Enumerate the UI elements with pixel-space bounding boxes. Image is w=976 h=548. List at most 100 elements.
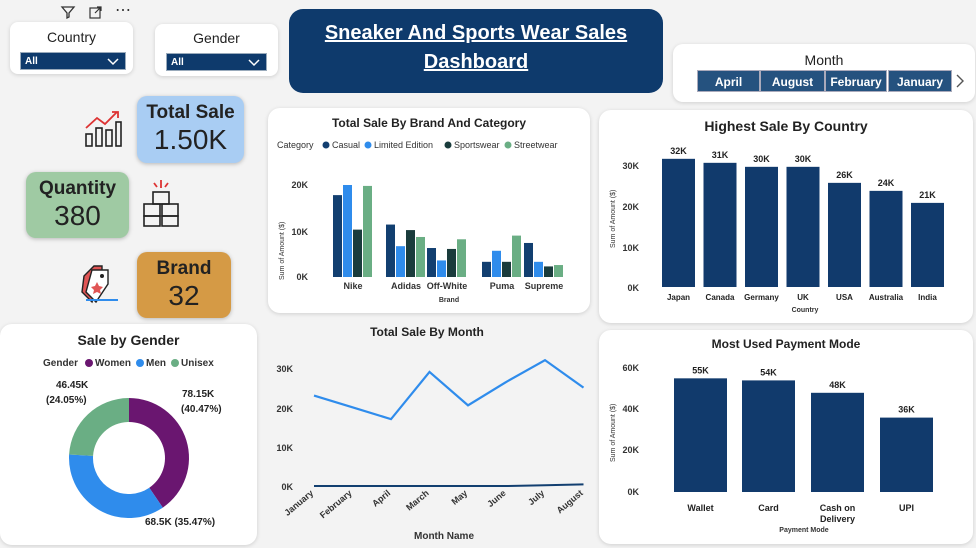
total-sale-value: 1.50K [153,124,228,155]
month-option-february[interactable]: February [825,70,887,92]
gender-chart-card: Sale by Gender Gender Women Men Unisex 7… [0,324,257,545]
legend-label-unisex: Unisex [181,358,214,369]
bar-off-white-streetwear[interactable] [457,239,466,277]
total-sale-card: Total Sale 1.50K [137,96,244,163]
bar-supreme-streetwear[interactable] [554,265,563,277]
data-label-unisex-pct: (24.05%) [46,395,87,406]
line-series-baseline[interactable] [314,483,584,487]
bar-off-white-casual[interactable] [427,248,436,277]
data-label: 31K [712,150,729,160]
data-label: 32K [670,146,687,156]
bar-supreme-casual[interactable] [524,242,533,277]
dashboard-title-line1: Sneaker And Sports Wear Sales [324,22,628,44]
more-options-icon[interactable]: ⋯ [115,2,131,19]
xtick-label: June [485,488,508,509]
country-chart: Sum of Amount ($) 30K 20K 10K 0K 32K Japa… [610,146,944,314]
bar-upi[interactable] [880,417,933,492]
xtick-label: Cash on Delivery [820,503,856,524]
bar-adidas-streetwear[interactable] [416,236,425,277]
bar-card[interactable] [742,380,795,492]
legend-label-women: Women [95,358,131,369]
bar-supreme-limited-edition[interactable] [534,261,543,277]
country-dropdown-value: All [25,56,38,67]
month-chart-card: Total Sale By Month 30K 20K 10K 0K Janua… [266,318,588,544]
bar-germany[interactable] [745,166,778,287]
brand-category-ylabel: Sum of Amount ($) [279,222,286,280]
legend-label-streetwear: Streetwear [514,140,558,150]
legend-label-limited-edition: Limited Edition [374,140,433,150]
data-label: 48K [829,380,846,390]
chevron-right-icon[interactable] [955,74,965,88]
price-tag-icon [81,265,118,304]
legend-swatch-casual [322,141,330,149]
xtick-label: Wallet [687,503,713,513]
brand-category-chart-title: Total Sale By Brand And Category [331,116,527,130]
sales-growth-icon [85,111,122,147]
ytick-label: 30K [276,364,293,374]
slice-men[interactable] [69,454,163,518]
month-option-january[interactable]: January [888,70,952,92]
bar-nike-casual[interactable] [333,195,342,277]
slice-women[interactable] [129,398,189,508]
gender-slicer-label: Gender [193,30,240,46]
gender-dropdown[interactable]: All [166,53,267,71]
bar-puma-casual[interactable] [482,261,491,277]
bar-uk[interactable] [786,166,820,287]
bar-cash-on-delivery[interactable] [811,392,864,492]
xtick-label: April [370,488,392,509]
brand-category-chart: Category Casual Limited Edition Sportswe… [277,140,564,304]
gender-slicer: Gender All [155,24,278,76]
month-option-august[interactable]: August [760,70,825,92]
bar-nike-streetwear[interactable] [363,185,372,277]
month-option-april[interactable]: April [697,70,760,92]
data-label: 54K [760,367,777,377]
bar-japan[interactable] [662,158,695,287]
bar-india[interactable] [911,202,944,287]
data-label-women-pct: (40.47%) [181,404,222,415]
xtick-label: Supreme [525,281,564,291]
xtick-label: Germany [744,293,779,302]
legend-swatch-unisex [171,359,179,367]
bar-puma-streetwear[interactable] [512,235,521,277]
payment-chart-title: Most Used Payment Mode [711,337,861,351]
country-chart-card: Highest Sale By Country Sum of Amount ($… [599,110,973,323]
bar-off-white-limited-edition[interactable] [437,260,446,277]
bar-adidas-limited-edition[interactable] [396,246,405,277]
xtick-label: Canada [706,293,735,302]
filter-icon[interactable] [60,4,76,20]
chevron-down-icon [248,59,260,67]
bar-adidas-casual[interactable] [386,224,395,277]
ytick-label: 30K [622,161,639,171]
total-sale-label: Total Sale [146,102,235,123]
month-slicer-label: Month [804,52,844,68]
data-label: 26K [836,170,853,180]
data-label: 55K [692,365,709,375]
slice-unisex[interactable] [69,398,129,456]
focus-mode-icon[interactable] [88,5,103,20]
bar-australia[interactable] [869,190,903,287]
bar-nike-sportswear[interactable] [353,229,362,277]
bar-nike-limited-edition[interactable] [343,185,352,277]
bar-puma-limited-edition[interactable] [492,250,501,277]
ytick-label: 0K [281,482,293,492]
xtick-label: UK [797,293,809,302]
gender-chart: Gender Women Men Unisex 78.15K (40.47%) … [43,358,222,528]
bar-supreme-sportswear[interactable] [544,266,553,277]
payment-xlabel: Payment Mode [779,527,829,534]
brand-category-chart-card: Total Sale By Brand And Category Categor… [268,108,590,313]
bar-canada[interactable] [703,162,737,287]
bar-off-white-sportswear[interactable] [447,248,456,277]
country-dropdown[interactable]: All [20,52,126,70]
bar-adidas-sportswear[interactable] [406,230,415,277]
month-chart: 30K 20K 10K 0K January February April March… [276,358,585,542]
gender-legend-title: Gender [43,358,78,369]
bar-usa[interactable] [828,182,861,287]
legend-swatch-limited-edition [364,141,372,149]
line-series-total-sale[interactable] [313,358,585,421]
bar-wallet[interactable] [674,378,727,492]
country-ylabel: Sum of Amount ($) [610,190,617,248]
country-chart-title: Highest Sale By Country [704,118,868,134]
xtick-label: Nike [343,281,362,291]
gender-chart-title: Sale by Gender [77,332,180,348]
bar-puma-sportswear[interactable] [502,261,511,277]
